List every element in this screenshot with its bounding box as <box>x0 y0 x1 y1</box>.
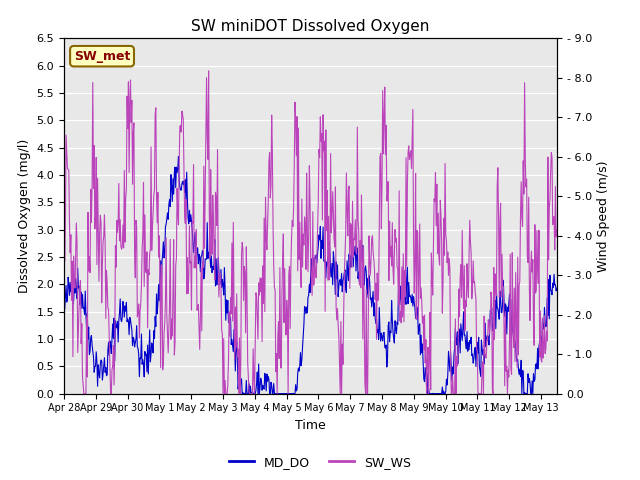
MD_DO <box>386 339 394 345</box>
Line: MD_DO: MD_DO <box>64 156 557 394</box>
SW_WS <box>371 297 379 302</box>
MD_DO <box>175 154 182 159</box>
MD_DO <box>120 305 127 311</box>
SW_WS <box>205 68 212 74</box>
SW_WS <box>196 313 204 319</box>
MD_DO <box>196 269 204 275</box>
Y-axis label: Wind Speed (m/s): Wind Speed (m/s) <box>597 160 611 272</box>
MD_DO <box>69 301 77 307</box>
MD_DO <box>60 302 68 308</box>
SW_WS <box>69 354 77 360</box>
SW_WS <box>553 227 561 233</box>
SW_WS <box>170 352 178 358</box>
Title: SW miniDOT Dissolved Oxygen: SW miniDOT Dissolved Oxygen <box>191 20 429 35</box>
MD_DO <box>238 391 246 396</box>
MD_DO <box>371 314 379 320</box>
SW_WS <box>120 168 128 173</box>
SW_WS <box>386 218 394 224</box>
X-axis label: Time: Time <box>295 419 326 432</box>
Legend: MD_DO, SW_WS: MD_DO, SW_WS <box>224 451 416 474</box>
Text: SW_met: SW_met <box>74 50 130 63</box>
SW_WS <box>60 201 68 206</box>
MD_DO <box>553 285 561 291</box>
SW_WS <box>80 391 88 396</box>
Y-axis label: Dissolved Oxygen (mg/l): Dissolved Oxygen (mg/l) <box>18 139 31 293</box>
MD_DO <box>170 191 177 197</box>
Line: SW_WS: SW_WS <box>64 71 557 394</box>
